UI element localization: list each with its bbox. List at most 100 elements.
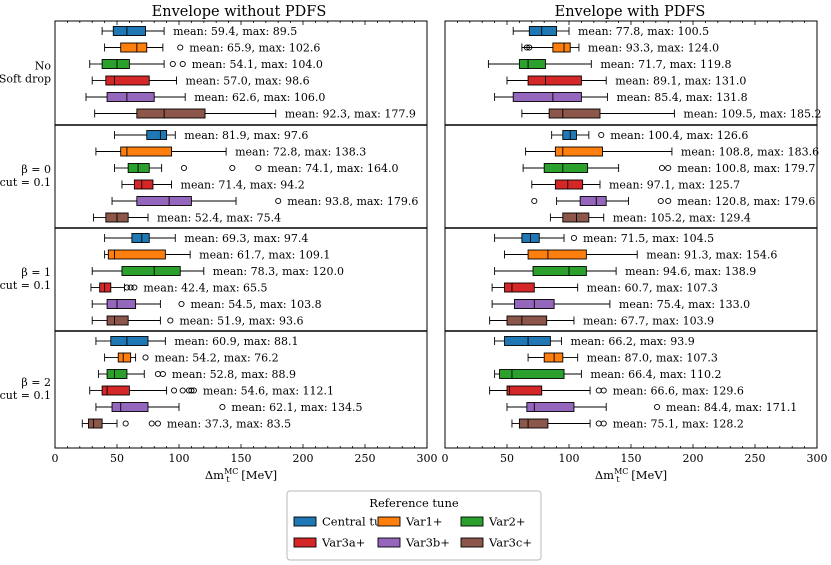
flier-panel0-group3-1-0 (142, 354, 149, 361)
legend-label-4: Var3b+ (405, 536, 450, 550)
annotation-panel0-group0-1: mean: 65.9, max: 102.6 (189, 41, 320, 54)
annotation-panel0-group2-5: mean: 51.9, max: 93.6 (179, 314, 303, 327)
tick-label-panel0-300: 300 (417, 452, 438, 465)
box-panel1-group0-0 (528, 26, 558, 36)
flier-panel0-group3-3-4 (190, 387, 197, 394)
box-panel0-group0-1 (120, 42, 148, 53)
annotation-panel0-group2-4: mean: 54.5, max: 103.8 (190, 298, 321, 311)
box-panel1-group3-2 (499, 369, 565, 379)
box-panel0-group2-4 (106, 299, 137, 309)
box-panel0-group2-0 (131, 233, 150, 243)
flier-panel0-group2-3-1 (127, 284, 134, 291)
box-panel0-group0-3 (105, 75, 150, 86)
tick-label-panel0-150: 150 (231, 452, 252, 465)
group-label-0-0: No (35, 60, 52, 73)
annotation-panel1-group2-0: mean: 71.5, max: 104.5 (583, 232, 714, 245)
flier-panel0-group3-3-3 (188, 387, 195, 394)
legend-label-0: Central tune (322, 515, 396, 529)
annotation-panel1-group0-0: mean: 77.8, max: 100.5 (578, 25, 709, 38)
x-axis-label-part-xlabel_sup: MC (224, 467, 238, 476)
flier-panel0-group3-3-0 (170, 387, 178, 394)
tick-label-panel1-250: 250 (745, 452, 766, 465)
box-panel0-group0-2 (101, 59, 130, 69)
tick-label-panel1-100: 100 (559, 452, 580, 465)
x-axis-label-part-xlabel_sup: MC (614, 467, 628, 476)
annotation-panel1-group3-3: mean: 66.6, max: 129.6 (613, 384, 744, 397)
box-panel1-group2-5 (506, 315, 548, 326)
tick-label-panel0-0: 0 (52, 452, 59, 465)
flier-panel0-group3-3-1 (179, 387, 186, 394)
annotation-panel0-group2-3: mean: 42.4, max: 65.5 (143, 281, 267, 294)
box-panel0-group1-3 (133, 179, 154, 190)
flier-panel0-group3-4-0 (219, 403, 226, 411)
box-panel0-group1-0 (146, 130, 168, 140)
flier-panel1-group3-4-0 (653, 403, 661, 411)
group-label-2-0: β = 1 (21, 266, 51, 279)
annotation-panel0-group1-1: mean: 72.8, max: 138.3 (235, 145, 366, 158)
box-panel0-group3-3 (101, 385, 130, 396)
legend-swatch-0 (293, 516, 317, 527)
flier-panel1-group1-2-0 (658, 164, 666, 172)
flier-panel0-group2-4-0 (178, 300, 185, 308)
flier-panel0-group1-4-0 (275, 197, 282, 205)
flier-panel1-group1-4-0 (531, 197, 538, 205)
flier-panel1-group1-4-2 (665, 197, 672, 205)
flier-panel0-group2-3-2 (131, 284, 138, 291)
x-axis-label-panel0: ΔmMC t [MeV] (205, 467, 277, 484)
annotation-panel1-group1-2: mean: 100.8, max: 179.7 (677, 162, 815, 175)
flier-panel0-group3-5-0 (122, 420, 129, 427)
group-label-0-1: Soft drop (0, 73, 51, 86)
flier-panel1-group1-2-1 (665, 164, 672, 172)
group-label-3-0: β = 2 (21, 376, 51, 389)
x-axis-label-part-xlabel_unit: [MeV] (238, 468, 278, 482)
annotation-panel1-group0-3: mean: 89.1, max: 131.0 (615, 74, 746, 87)
box-panel0-group1-2 (127, 163, 150, 173)
annotation-panel0-group1-3: mean: 71.4, max: 94.2 (181, 178, 305, 191)
annotation-panel1-group3-2: mean: 66.4, max: 110.2 (590, 368, 721, 381)
legend: Reference tune Central tune Var1+ Var2+ Var3… (286, 490, 542, 561)
flier-panel1-group0-1-1 (526, 44, 533, 51)
tick-label-panel0-200: 200 (293, 452, 314, 465)
annotation-panel0-group1-4: mean: 93.8, max: 179.6 (287, 195, 418, 208)
group-label-3-1: z_cut = 0.1 (0, 389, 51, 402)
box-panel1-group1-1 (554, 146, 603, 157)
annotation-panel0-group2-0: mean: 69.3, max: 97.4 (184, 232, 308, 245)
annotation-panel0-group3-3: mean: 54.6, max: 112.1 (203, 384, 334, 397)
group-label-2-1: z_cut = 0.1 (0, 279, 51, 292)
annotation-panel1-group1-3: mean: 97.1, max: 125.7 (609, 178, 740, 191)
box-panel0-group3-5 (88, 418, 103, 429)
box-panel0-group3-0 (110, 336, 149, 346)
flier-panel0-group3-5-1 (148, 420, 155, 427)
tick-label-panel1-50: 50 (500, 452, 514, 465)
annotation-panel1-group1-5: mean: 105.2, max: 129.4 (613, 211, 751, 224)
flier-panel1-group3-5-0 (595, 420, 602, 427)
box-panel1-group3-5 (518, 418, 549, 429)
box-panel0-group1-1 (120, 146, 173, 157)
flier-panel1-group1-4-1 (657, 197, 664, 205)
legend-swatch-4 (377, 537, 401, 548)
box-panel0-group2-1 (107, 249, 166, 260)
tick-label-panel1-150: 150 (621, 452, 642, 465)
flier-panel0-group1-2-0 (180, 164, 188, 172)
x-axis-label-part-xlabel_sub: t (616, 475, 620, 484)
annotation-panel0-group0-2: mean: 54.1, max: 104.0 (192, 58, 323, 71)
box-panel1-group1-4 (579, 196, 607, 206)
legend-label-3: Var3a+ (321, 536, 365, 550)
flier-panel0-group1-2-1 (229, 164, 236, 172)
box-panel0-group2-3 (99, 282, 112, 293)
box-panel1-group3-1 (543, 352, 564, 363)
box-panel0-group1-4 (136, 196, 192, 206)
annotation-panel1-group2-3: mean: 60.7, max: 107.3 (587, 281, 718, 294)
flier-panel0-group0-2-0 (169, 60, 176, 68)
box-panel0-group3-1 (117, 352, 132, 363)
flier-panel0-group1-2-2 (255, 164, 262, 172)
left-panel-title: Envelope without PDFS (152, 4, 327, 20)
annotation-panel0-group3-4: mean: 62.1, max: 134.5 (231, 401, 362, 414)
annotation-panel1-group3-4: mean: 84.4, max: 171.1 (666, 401, 797, 414)
group-label-1-1: z_cut = 0.1 (0, 176, 51, 189)
annotation-panel1-group2-5: mean: 67.7, max: 103.9 (583, 314, 714, 327)
box-panel0-group2-2 (121, 266, 181, 276)
box-panel1-group2-3 (504, 282, 535, 293)
flier-panel0-group2-3-0 (123, 284, 130, 291)
